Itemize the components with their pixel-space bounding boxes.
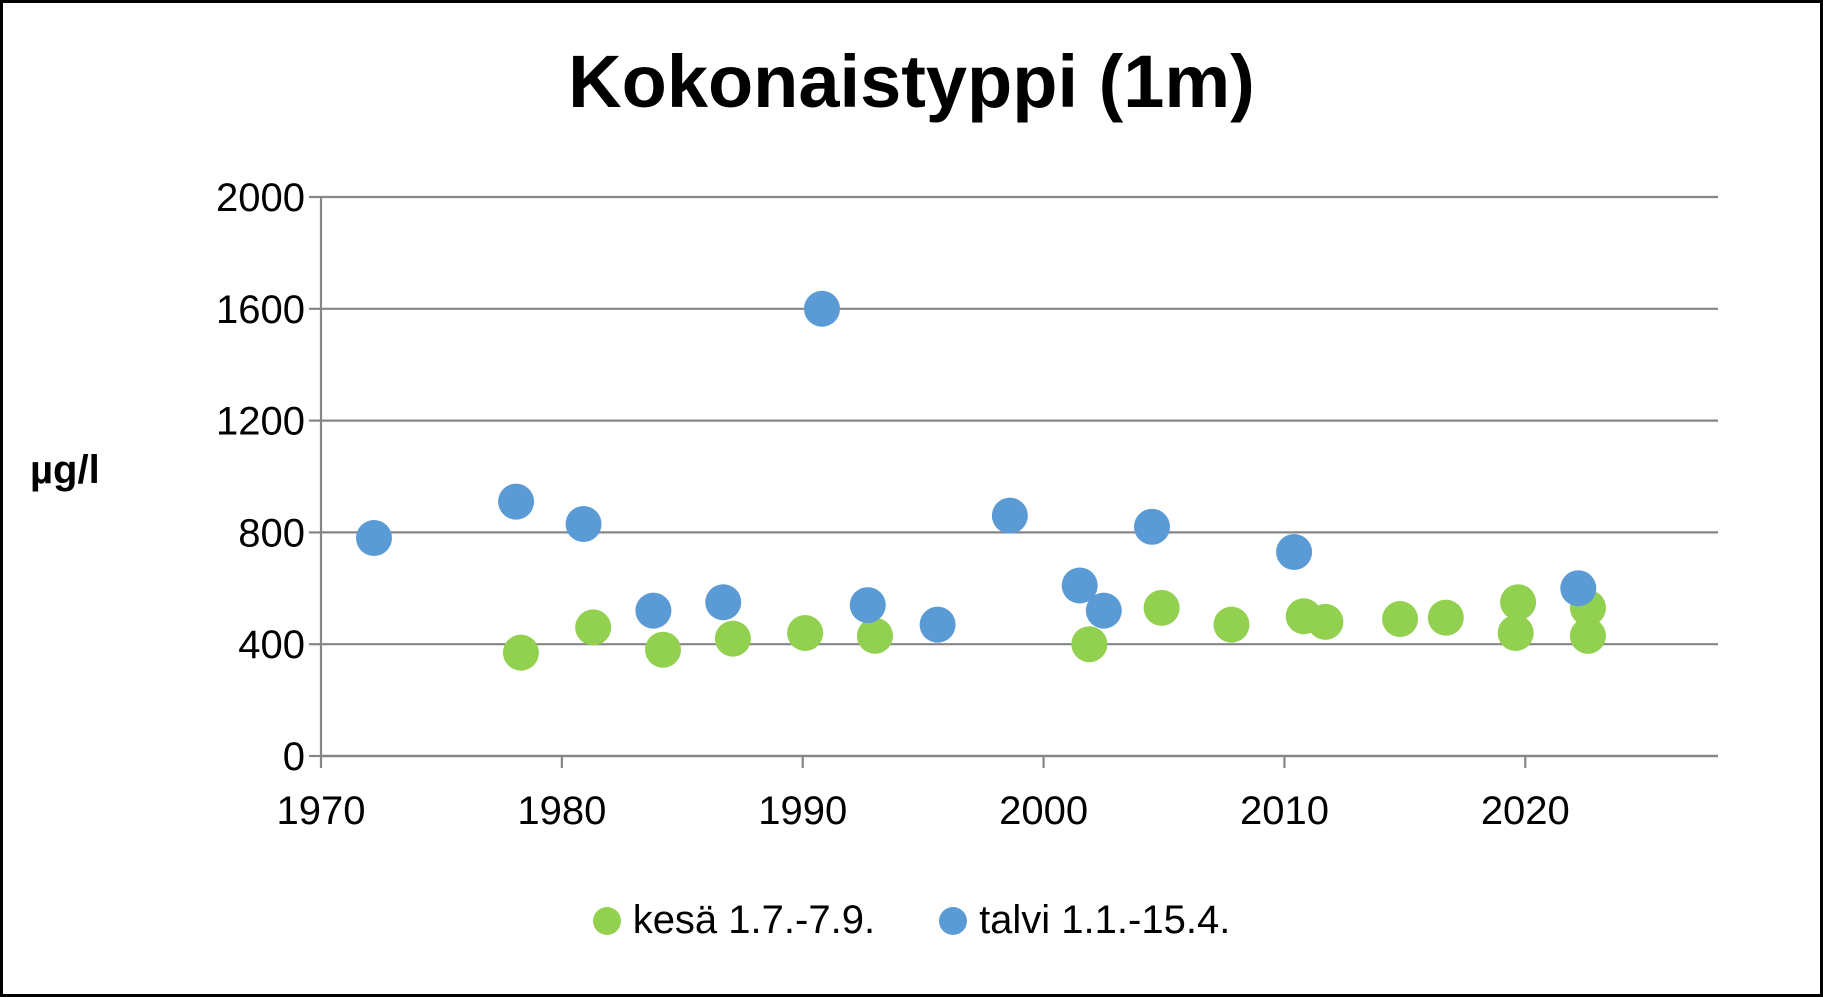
x-tick-label-1990: 1990 [758, 789, 847, 833]
legend-item-kesa: kesä 1.7.-7.9. [592, 898, 876, 943]
data-point-s0-3 [714, 620, 751, 657]
legend-marker-kesa [592, 906, 621, 935]
data-point-s0-0 [502, 634, 539, 671]
data-point-s0-4 [787, 615, 824, 652]
data-point-s1-12 [1276, 533, 1313, 570]
data-point-s1-0 [355, 519, 392, 556]
legend-item-talvi: talvi 1.1.-15.4. [939, 898, 1230, 943]
x-tick-label-1970: 1970 [277, 789, 366, 833]
data-point-s1-13 [1560, 570, 1597, 607]
x-tick-label-1980: 1980 [517, 789, 606, 833]
y-tick-label-2000: 2000 [216, 176, 305, 220]
data-point-s1-11 [1133, 508, 1170, 545]
legend-label-kesa: kesä 1.7.-7.9. [632, 898, 876, 942]
y-tick-label-1600: 1600 [216, 288, 305, 332]
data-point-s0-13 [1500, 584, 1537, 621]
data-point-s1-9 [1061, 567, 1098, 604]
chart-title: Kokonaistyppi (1m) [568, 40, 1255, 123]
data-point-s1-1 [498, 483, 535, 520]
data-point-s0-2 [645, 631, 682, 668]
data-point-s0-8 [1213, 606, 1250, 643]
legend: kesä 1.7.-7.9. talvi 1.1.-15.4. [0, 898, 1823, 943]
data-point-s0-7 [1143, 589, 1180, 626]
legend-marker-talvi [939, 906, 968, 935]
data-point-s1-2 [565, 506, 602, 543]
data-point-s0-11 [1382, 601, 1419, 638]
data-point-s1-5 [803, 290, 840, 327]
data-point-s0-6 [1071, 626, 1108, 663]
x-tick-label-2010: 2010 [1240, 789, 1329, 833]
data-point-s0-1 [575, 609, 612, 646]
y-tick-label-400: 400 [238, 623, 305, 667]
y-axis-label: µg/l [30, 448, 100, 492]
x-tick-label-2020: 2020 [1481, 789, 1570, 833]
data-point-s1-3 [635, 592, 672, 629]
data-point-s1-10 [1085, 592, 1122, 629]
data-point-s1-6 [849, 587, 886, 624]
data-point-s0-12 [1427, 599, 1464, 636]
data-point-s1-4 [705, 584, 742, 621]
data-point-s1-8 [991, 497, 1028, 534]
data-point-s0-14 [1497, 615, 1534, 652]
y-tick-label-0: 0 [283, 735, 305, 779]
data-point-s1-7 [919, 606, 956, 643]
y-tick-label-800: 800 [238, 511, 305, 555]
data-point-s0-10 [1307, 603, 1344, 640]
legend-label-talvi: talvi 1.1.-15.4. [979, 898, 1231, 942]
x-tick-label-2000: 2000 [999, 789, 1088, 833]
data-point-s0-16 [1569, 617, 1606, 654]
y-tick-label-1200: 1200 [216, 400, 305, 444]
data-point-s0-5 [856, 617, 893, 654]
